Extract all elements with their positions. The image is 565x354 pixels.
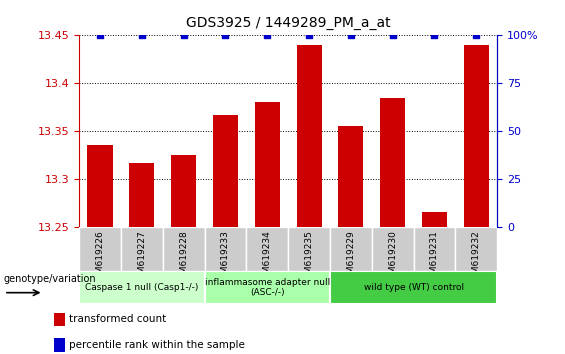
Bar xyxy=(88,145,112,227)
Point xyxy=(388,33,397,38)
Point xyxy=(346,33,355,38)
Text: inflammasome adapter null
(ASC-/-): inflammasome adapter null (ASC-/-) xyxy=(205,278,330,297)
Bar xyxy=(54,313,65,326)
Text: transformed count: transformed count xyxy=(69,314,166,325)
Point xyxy=(430,33,439,38)
Point xyxy=(472,33,481,38)
Bar xyxy=(288,227,330,271)
Bar xyxy=(297,45,321,227)
Text: wild type (WT) control: wild type (WT) control xyxy=(363,283,464,292)
Bar xyxy=(54,338,65,352)
Bar xyxy=(129,162,154,227)
Bar xyxy=(330,227,372,271)
Bar xyxy=(205,227,246,271)
Text: GSM619227: GSM619227 xyxy=(137,230,146,285)
Bar xyxy=(171,155,196,227)
Point xyxy=(137,33,146,38)
Bar xyxy=(79,227,121,271)
Point xyxy=(305,33,314,38)
Bar xyxy=(330,271,497,304)
Bar xyxy=(121,227,163,271)
Text: GSM619229: GSM619229 xyxy=(346,230,355,285)
Text: GSM619230: GSM619230 xyxy=(388,230,397,285)
Text: Caspase 1 null (Casp1-/-): Caspase 1 null (Casp1-/-) xyxy=(85,283,198,292)
Bar xyxy=(79,271,205,304)
Bar xyxy=(372,227,414,271)
Bar xyxy=(414,227,455,271)
Text: percentile rank within the sample: percentile rank within the sample xyxy=(69,340,245,350)
Bar xyxy=(163,227,205,271)
Bar xyxy=(213,115,238,227)
Text: GSM619226: GSM619226 xyxy=(95,230,105,285)
Bar xyxy=(255,102,280,227)
Text: GSM619235: GSM619235 xyxy=(305,230,314,285)
Bar xyxy=(380,98,405,227)
Point xyxy=(263,33,272,38)
Bar xyxy=(205,271,330,304)
Text: GSM619233: GSM619233 xyxy=(221,230,230,285)
Bar xyxy=(246,227,288,271)
Text: GSM619234: GSM619234 xyxy=(263,230,272,285)
Bar xyxy=(464,45,489,227)
Point xyxy=(179,33,188,38)
Bar xyxy=(422,212,447,227)
Text: GSM619228: GSM619228 xyxy=(179,230,188,285)
Text: genotype/variation: genotype/variation xyxy=(4,274,97,284)
Text: GSM619232: GSM619232 xyxy=(472,230,481,285)
Point xyxy=(95,33,105,38)
Bar xyxy=(338,126,363,227)
Point xyxy=(221,33,230,38)
Title: GDS3925 / 1449289_PM_a_at: GDS3925 / 1449289_PM_a_at xyxy=(186,16,390,30)
Text: GSM619231: GSM619231 xyxy=(430,230,439,285)
Bar xyxy=(455,227,497,271)
